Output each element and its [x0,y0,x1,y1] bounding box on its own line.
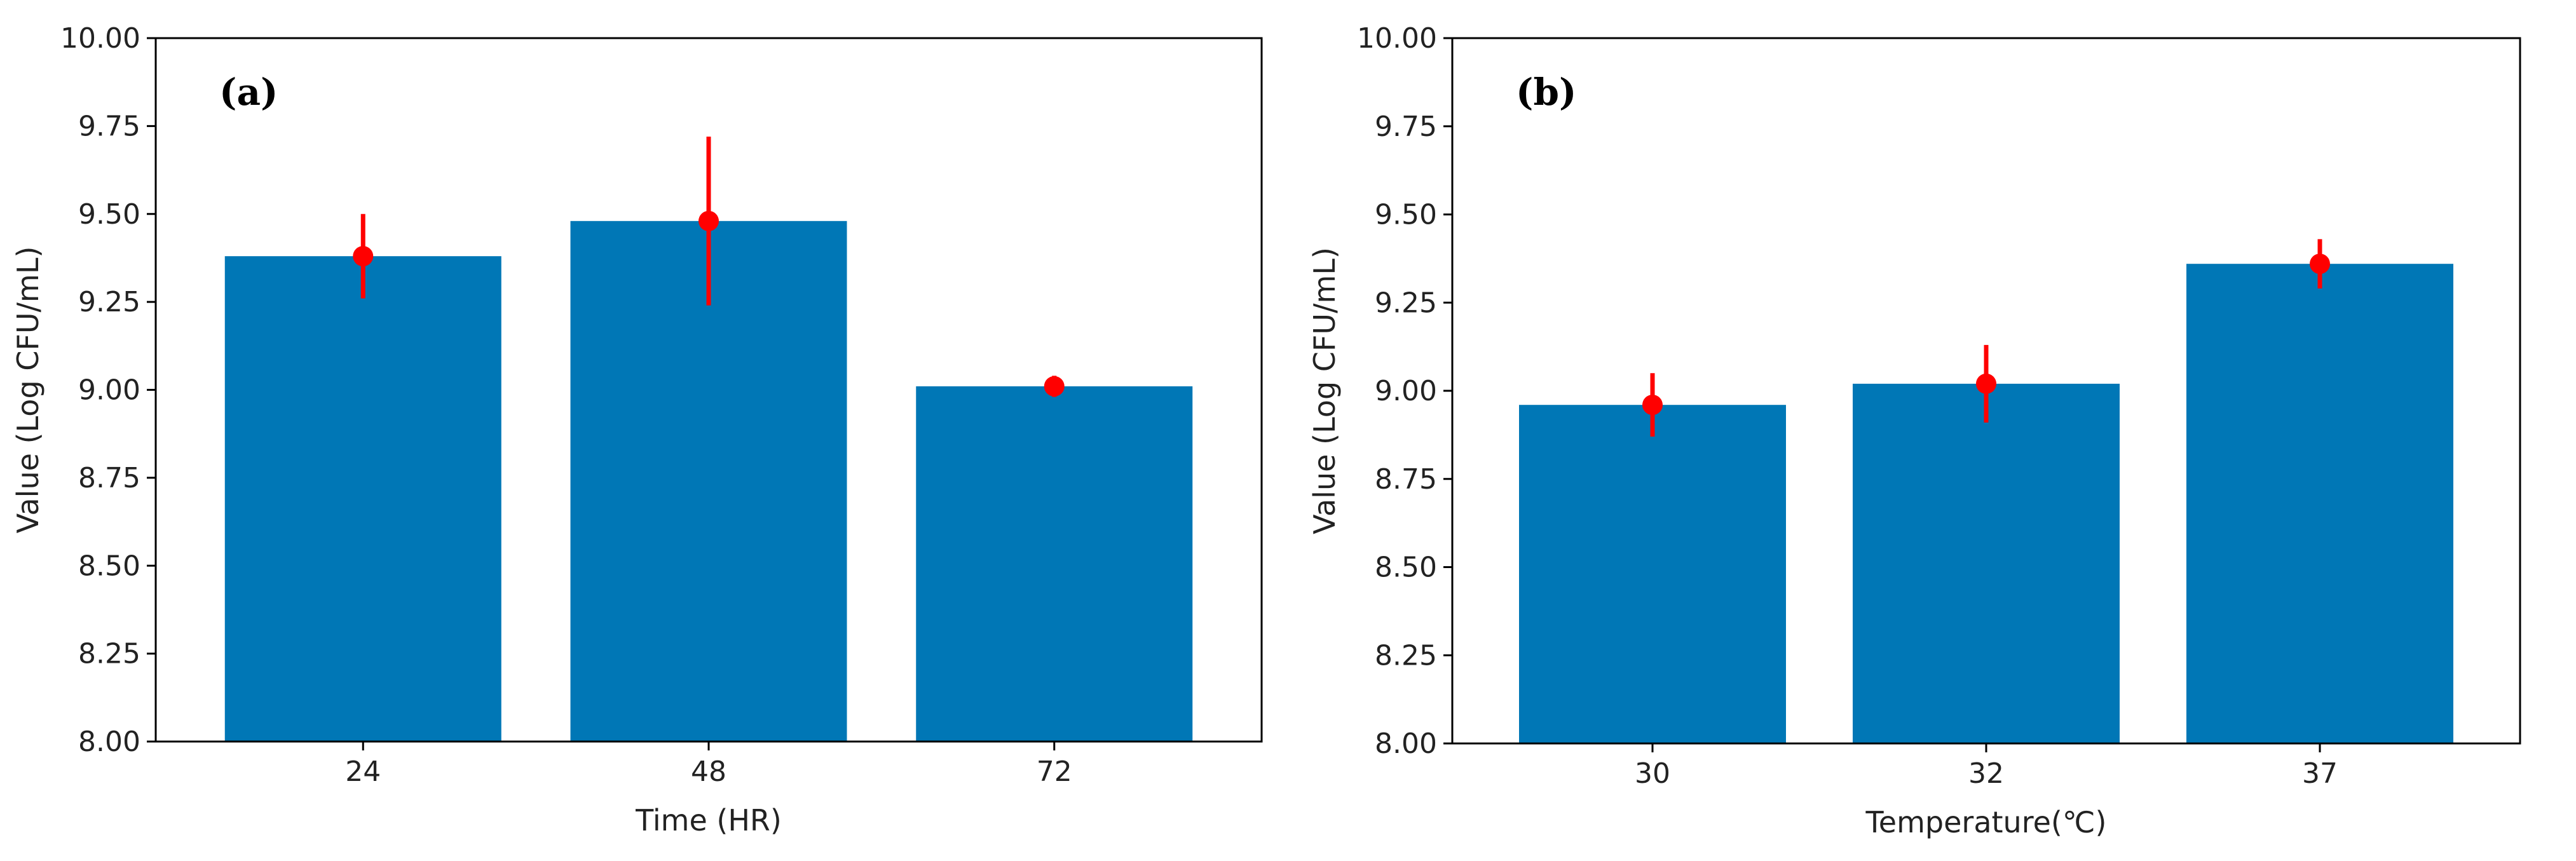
y-axis-label: Value (Log CFU/mL) [11,247,45,534]
bar-32 [1853,383,2120,743]
y-tick-label: 8.00 [1375,728,1437,760]
y-tick-label: 8.25 [78,638,140,670]
x-tick-label: 24 [345,756,381,788]
mean-marker-48 [699,210,719,231]
y-tick-label: 9.25 [78,286,140,318]
y-tick-label: 8.25 [1375,639,1437,672]
y-tick-label: 9.00 [1375,375,1437,407]
y-tick-label: 8.75 [1375,463,1437,496]
y-tick-label: 9.00 [78,374,140,407]
mean-marker-72 [1044,376,1065,397]
bar-37 [2186,264,2453,743]
y-tick-label: 9.50 [78,198,140,231]
mean-marker-24 [353,246,374,267]
x-tick-label: 48 [691,756,726,788]
y-tick-label: 10.00 [60,22,140,55]
y-tick-label: 8.50 [78,550,140,582]
bar-24 [224,256,501,742]
y-tick-label: 8.00 [78,726,140,758]
mean-marker-30 [1642,395,1663,416]
x-axis-label: Temperature(℃) [1865,805,2107,839]
bar-30 [1519,405,1786,743]
x-tick-label: 37 [2302,757,2338,790]
panel-label: (b) [1516,71,1576,114]
y-tick-label: 9.75 [1375,111,1437,143]
y-tick-label: 9.50 [1375,199,1437,231]
mean-marker-37 [2310,254,2330,275]
x-tick-label: 32 [1968,757,2004,790]
chart-panel-b: 8.00 8.25 8.50 8.75 9.00 9.25 9.50 9.75 10.00 30 3… [1307,22,2521,839]
bar-72 [916,386,1193,742]
bar-48 [570,220,847,742]
chart-panel-a: 8.00 8.25 8.50 8.75 9.00 9.25 9.50 9.75 10.00 24 4… [11,22,1263,837]
x-tick-label: 72 [1037,756,1072,788]
mean-marker-32 [1976,373,1996,394]
y-axis-label: Value (Log CFU/mL) [1307,247,1342,534]
y-tick-label: 10.00 [1357,22,1437,55]
x-axis-label: Time (HR) [635,803,782,837]
panel-label: (a) [219,71,278,114]
y-tick-label: 8.50 [1375,552,1437,584]
x-tick-label: 30 [1635,757,1670,790]
y-tick-label: 9.25 [1375,287,1437,319]
y-tick-label: 9.75 [78,110,140,142]
y-tick-label: 8.75 [78,462,140,494]
